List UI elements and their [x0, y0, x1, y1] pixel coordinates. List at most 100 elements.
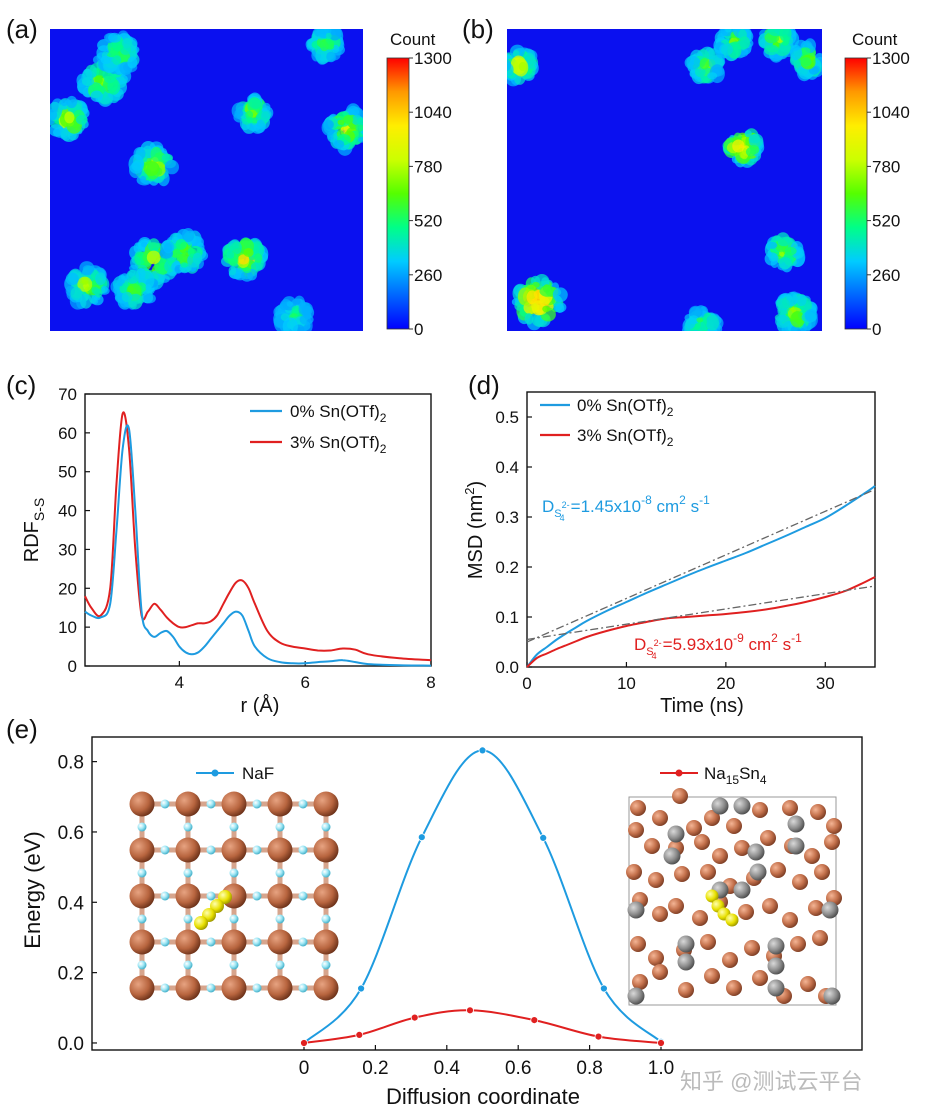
heatmap-cell: [526, 290, 538, 305]
msd-xlabel: Time (ns): [660, 695, 744, 717]
msd-ann-blue-4: 4: [560, 513, 565, 523]
heatmap-cell: [261, 111, 270, 123]
naf-f-atom: [137, 960, 147, 970]
na15sn4-na-atom: [752, 802, 768, 818]
naf-f-atom: [275, 822, 285, 832]
colorbar-tick-label: 520: [872, 212, 900, 231]
colorbar-tick-label: 780: [414, 157, 442, 176]
na15sn4-na-atom: [826, 818, 842, 834]
msd-ann-blue-exp3: -1: [699, 493, 710, 507]
naf-f-atom: [321, 960, 331, 970]
naf-f-atom: [137, 822, 147, 832]
heatmap-cell: [695, 67, 706, 78]
heatmap-cell: [146, 250, 161, 265]
heatmap-cell: [767, 241, 778, 249]
naf-f-atom: [137, 868, 147, 878]
heatmap-cell: [744, 130, 752, 138]
msd-ytick-label: 0.4: [495, 458, 519, 477]
heatmap-cell: [176, 253, 183, 262]
naf-na-atom: [267, 791, 293, 817]
heatmap-cell: [796, 294, 807, 307]
na15sn4-sn-atom: [747, 843, 765, 861]
heatmap-cell: [732, 139, 745, 153]
heatmap-cell: [66, 95, 78, 109]
naf-f-atom: [229, 822, 239, 832]
heatmap-cell: [800, 47, 811, 55]
panel-label-b: (b): [462, 14, 494, 44]
heatmap-cell: [145, 284, 152, 291]
na15sn4-na-atom: [792, 874, 808, 890]
heatmap-cell: [298, 302, 313, 316]
heatmap-cell: [243, 248, 254, 257]
naf-path-atom: [218, 890, 232, 904]
heatmap-cell: [347, 105, 360, 118]
rdf-legend-label-0-sub: 2: [380, 411, 387, 425]
naf-na-atom: [313, 837, 339, 863]
msd-ann-blue-cm: cm: [652, 497, 679, 516]
na15sn4-na-atom: [652, 810, 668, 826]
rdf-ytick-label: 10: [58, 618, 77, 637]
heatmap-cell: [326, 51, 336, 62]
msd-legend-label-0-main: 0% Sn(OTf): [577, 396, 667, 415]
msd-ann-red-d: D: [634, 635, 646, 654]
naf-f-atom: [252, 937, 262, 947]
panel-label-a: (a): [6, 14, 38, 44]
heatmap-cell: [192, 252, 203, 265]
heatmap-cell: [112, 55, 122, 65]
naf-na-atom: [129, 929, 155, 955]
msd-ylabel-sup: 2: [462, 487, 477, 494]
heatmap-cell: [507, 58, 512, 72]
naf-na-atom: [175, 929, 201, 955]
heatmap-cell: [180, 262, 189, 268]
naf-f-atom: [206, 891, 216, 901]
energy-plot: 0 0.2 0.4 0.6 0.8 1.0 0.0 0.2 0.4 0.6 0.8 Diffusio…: [20, 736, 863, 1109]
heatmap-cell: [141, 241, 148, 248]
energy-ytick-label: 0.2: [58, 964, 84, 985]
naf-f-atom: [183, 822, 193, 832]
heatmap-cell: [790, 311, 805, 328]
msd-ytick-label: 0.2: [495, 558, 519, 577]
msd-series-line: [526, 485, 876, 668]
energy-legend-naf: NaF: [196, 764, 274, 783]
heatmap-cell: [139, 175, 147, 183]
heatmap-cell: [134, 251, 146, 266]
heatmap-cell: [524, 313, 534, 325]
heatmap-cell: [128, 154, 144, 174]
heatmap-cell: [90, 90, 103, 102]
heatmap-cell: [355, 123, 363, 132]
rdf-series-line: [84, 424, 432, 667]
msd-ylabel: MSD (nm2): [462, 481, 487, 579]
msd-fit-line: [526, 585, 876, 641]
heatmap-cell: [261, 107, 268, 112]
colorbar-tick-label: 260: [414, 266, 442, 285]
heatmap-cell: [143, 293, 156, 304]
naf-na-atom: [313, 975, 339, 1001]
colorbar-tick-label: 1300: [872, 49, 910, 68]
na15sn4-sn-atom: [711, 797, 729, 815]
msd-ann-red-s: S: [646, 646, 653, 658]
energy-point: [410, 1013, 419, 1022]
heatmap-cell: [120, 273, 129, 280]
colorbar-tick-label: 0: [872, 320, 881, 339]
heatmap-cell: [191, 236, 201, 247]
na15sn4-na-atom: [814, 864, 830, 880]
heatmap-cell: [77, 276, 93, 292]
rdf-xtick-label: 8: [426, 673, 435, 692]
na15sn4-na-atom: [678, 982, 694, 998]
naf-f-atom: [183, 868, 193, 878]
na15sn4-na-atom: [726, 818, 742, 834]
na15sn4-na-atom: [672, 788, 688, 804]
na15sn4-na-atom: [686, 820, 702, 836]
rdf-ytick-label: 0: [68, 657, 77, 676]
msd-legend: 0% Sn(OTf)2 3% Sn(OTf)2: [540, 396, 674, 449]
rdf-ytick-label: 70: [58, 385, 77, 404]
na15sn4-na-atom: [812, 930, 828, 946]
watermark: 知乎 @测试云平台: [680, 1069, 862, 1094]
panel-label-c: (c): [6, 370, 36, 400]
rdf-plot: 4 6 8 0 10 20 30 40 50 60 70 r (Å) RDFS-S 0% Sn(OT…: [21, 385, 436, 717]
na15sn4-na-atom: [734, 840, 750, 856]
heatmap-cell: [282, 317, 298, 331]
energy-point: [357, 984, 366, 993]
msd-ann-red-s-unit: s: [778, 635, 791, 654]
energy-point: [530, 1016, 539, 1024]
